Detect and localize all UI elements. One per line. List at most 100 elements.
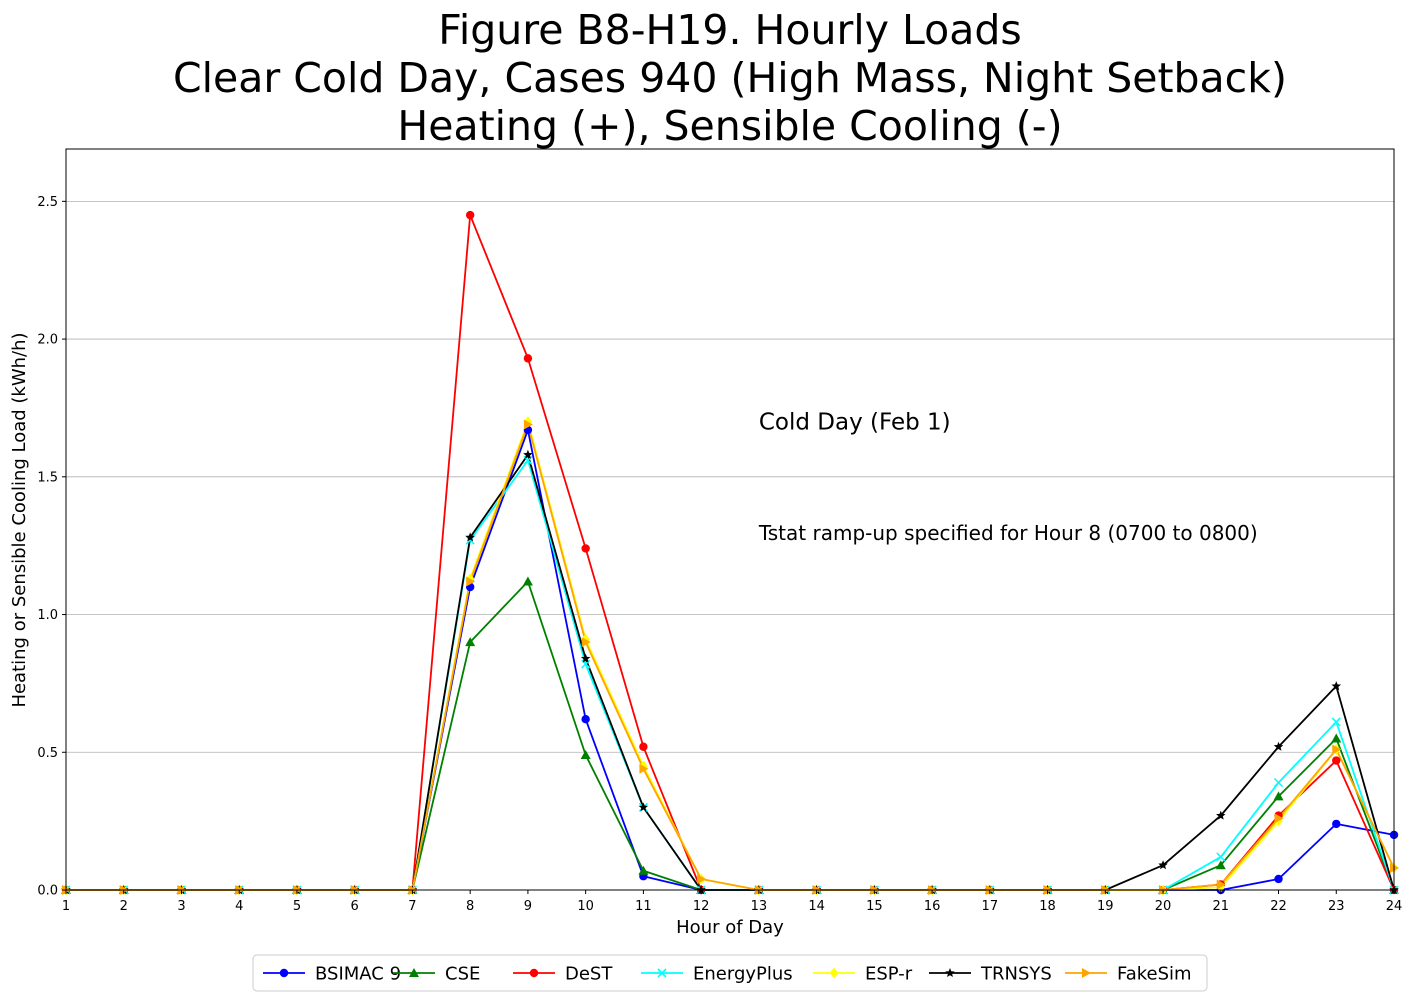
x-tick-label: 12 [693,899,710,914]
data-point-dest [581,544,590,553]
data-point-cse [1273,791,1284,801]
x-tick-label: 6 [351,899,359,914]
data-point-energyplus [581,659,591,669]
legend-box [252,954,1208,992]
series-markers [61,210,1399,896]
series-line-cse [66,580,1395,891]
legend-label-trnsys: TRNSYS [980,964,1052,985]
data-point-trnsys [580,653,591,663]
data-point-bsimac-9 [1274,874,1283,884]
x-tick-label: 10 [577,899,594,914]
data-point-fakesim [581,637,591,648]
data-point-cse [1215,860,1226,870]
data-point-trnsys [638,802,649,812]
data-point-dest [1332,756,1341,765]
x-tick-label: 13 [751,899,768,914]
x-tick-label: 17 [982,899,999,914]
data-point-trnsys [465,532,475,542]
gridlines [66,200,1394,891]
data-point-cse [638,865,649,875]
data-point-dest [465,210,475,220]
data-point-fakesim [1332,744,1342,755]
data-point-energyplus [1331,717,1341,727]
chart-title-line-2: Clear Cold Day, Cases 940 (High Mass, Ni… [173,54,1287,102]
x-tick-label: 4 [235,899,243,914]
x-tick-label: 21 [1213,899,1230,914]
data-point-fakesim [523,419,533,430]
data-point-bsimac-9 [581,715,590,724]
data-point-energyplus [1273,778,1284,788]
data-point-cse [522,576,533,586]
x-tick-label: 24 [1386,899,1403,914]
y-tick-label: 0.5 [37,746,58,761]
annotations: Cold Day (Feb 1) Tstat ramp-up specified … [758,410,1258,545]
x-tick-label: 7 [408,899,416,914]
y-tick-label: 0.0 [37,884,58,899]
legend-label-dest: DeST [565,964,613,985]
series-line-fakesim [66,423,1395,891]
x-tick-label: 2 [120,899,128,914]
legend-label-fakesim: FakeSim [1117,964,1192,985]
x-tick-label: 9 [524,899,532,914]
legend-swatch-marker-dest [529,968,539,978]
data-point-fakesim [639,763,649,774]
x-tick-label: 18 [1039,899,1056,914]
legend-swatch-marker-energyplus [657,968,667,978]
data-point-trnsys [1216,810,1226,820]
series-lines [66,214,1395,891]
annotation-text: Tstat ramp-up specified for Hour 8 (0700… [758,521,1258,545]
legend-label-energyplus: EnergyPlus [693,964,793,985]
x-tick-label: 16 [924,899,941,914]
data-point-fakesim [697,873,707,884]
legend-label-bsimac-9: BSIMAC 9 [315,964,401,985]
x-axis-label: Hour of Day [676,917,784,938]
data-point-cse [580,750,591,760]
data-point-trnsys [1273,741,1284,751]
y-tick-label: 1.0 [37,608,58,623]
plot-area-frame [65,148,1395,891]
annotation-text: Cold Day (Feb 1) [759,410,951,436]
data-point-energyplus [1216,852,1226,862]
series-line-bsimac-9 [66,429,1395,891]
data-point-dest [523,354,533,363]
data-point-trnsys [523,449,533,459]
x-tick-label: 20 [1155,899,1172,914]
x-tick-label: 15 [866,899,883,914]
x-tick-label: 23 [1328,899,1345,914]
data-point-cse [1331,733,1342,743]
data-point-fakesim [466,576,476,587]
y-tick-label: 1.5 [37,470,58,485]
chart-title: Figure B8-H19. Hourly Loads Clear Cold D… [173,6,1287,150]
data-point-cse [465,637,476,647]
legend-swatch-marker-trnsys [945,968,955,978]
legend-label-esp-r: ESP-r [865,964,913,985]
x-tick-label: 11 [635,899,652,914]
data-point-bsimac-9 [1332,819,1341,829]
legend-swatch-marker-esp-r [829,967,839,979]
y-tick-label: 2.0 [37,333,58,348]
x-axis-ticks: 1 2 3 4 5 6 7 8 9 10 11 12 13 14 15 16 17 18 19 20 21 22 23 24 [62,890,1402,914]
data-point-dest [639,742,648,751]
x-tick-label: 5 [293,899,301,914]
x-tick-label: 1 [62,899,70,914]
x-tick-label: 22 [1270,899,1287,914]
chart-title-line-3: Heating (+), Sensible Cooling (-) [397,102,1062,150]
y-axis-label: Heating or Sensible Cooling Load (kWh/h) [9,332,30,707]
legend-swatch-marker-cse [409,968,419,977]
x-tick-label: 14 [808,899,825,914]
legend: BSIMAC 9 CSE DeST EnergyPlus ESP-r TRNSYS Fake… [252,954,1208,992]
data-point-trnsys [1158,860,1168,870]
x-tick-label: 19 [1097,899,1114,914]
y-tick-label: 2.5 [37,195,58,210]
data-point-trnsys [1331,681,1342,691]
legend-label-cse: CSE [445,964,480,985]
data-point-fakesim [1274,813,1284,824]
legend-swatch-marker-fakesim [1082,968,1091,978]
data-point-energyplus [523,455,533,465]
legend-swatch-marker-bsimac-9 [279,968,289,978]
data-point-fakesim [1216,879,1226,890]
series-line-esp-r [66,420,1395,891]
y-axis-ticks: 0.0 0.5 1.0 1.5 2.0 2.5 [37,195,66,899]
x-tick-label: 3 [177,899,185,914]
